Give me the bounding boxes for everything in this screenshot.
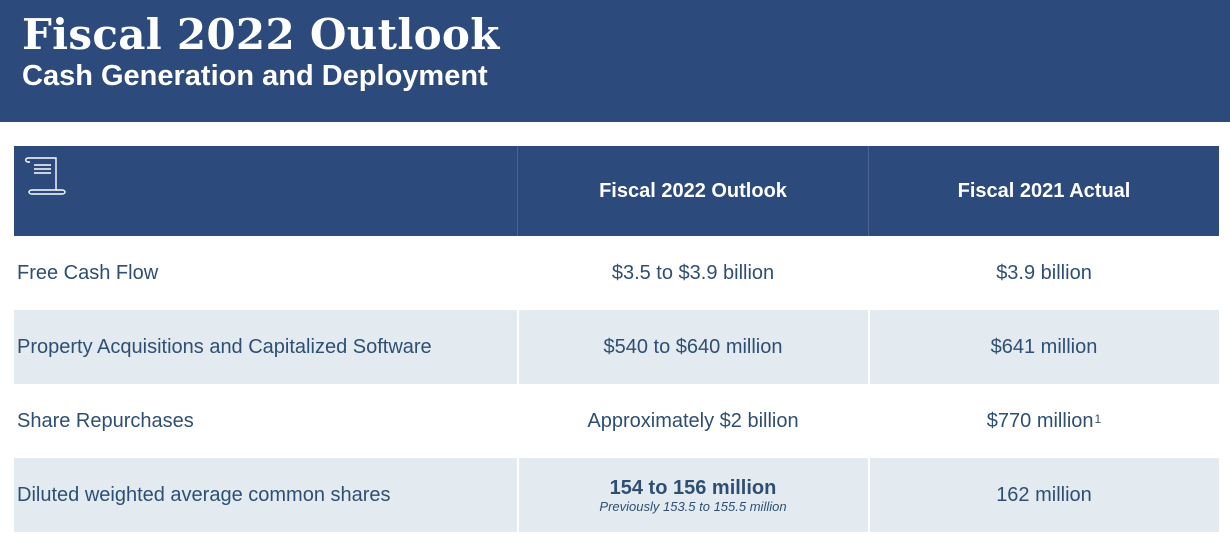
header-fiscal-2021: Fiscal 2021 Actual	[957, 179, 1131, 202]
header-fiscal-2022: Fiscal 2022 Outlook	[599, 179, 787, 202]
header-divider	[517, 146, 518, 236]
outlook-text: Approximately $2 billion	[587, 409, 799, 432]
outlook-note: Previously 153.5 to 155.5 million	[599, 498, 787, 514]
outlook-value: 154 to 156 million Previously 153.5 to 1…	[518, 458, 868, 532]
outlook-text: $540 to $640 million	[603, 335, 783, 358]
cell-divider	[868, 310, 870, 384]
cell-divider	[517, 310, 519, 384]
outlook-text: $3.5 to $3.9 billion	[611, 261, 775, 284]
outlook-text: 154 to 156 million	[609, 476, 777, 499]
footnote-marker: 1	[1094, 412, 1102, 426]
cell-divider	[868, 458, 870, 532]
outlook-table: Fiscal 2022 Outlook Fiscal 2021 Actual F…	[14, 146, 1219, 532]
row-label: Share Repurchases	[17, 409, 194, 432]
outlook-value: $540 to $640 million	[518, 310, 868, 384]
page-title: Fiscal 2022 Outlook	[22, 10, 500, 59]
table-row: Free Cash Flow $3.5 to $3.9 billion $3.9…	[14, 236, 1219, 310]
actual-value: $641 million	[990, 335, 1098, 358]
actual-value: 162 million	[996, 483, 1092, 506]
title-banner: Fiscal 2022 Outlook Cash Generation and …	[0, 0, 1230, 122]
table-row: Diluted weighted average common shares 1…	[14, 458, 1219, 532]
page-subtitle: Cash Generation and Deployment	[22, 60, 488, 92]
row-label: Free Cash Flow	[17, 261, 159, 284]
table-header-row: Fiscal 2022 Outlook Fiscal 2021 Actual	[14, 146, 1219, 236]
scroll-document-icon	[25, 157, 66, 195]
actual-text: $770 million	[986, 409, 1094, 432]
row-label: Diluted weighted average common shares	[17, 483, 391, 506]
actual-value: $3.9 billion	[996, 261, 1092, 284]
row-label: Property Acquisitions and Capitalized So…	[17, 335, 432, 358]
header-icon-cell	[14, 146, 517, 236]
table-row: Share Repurchases Approximately $2 billi…	[14, 384, 1219, 458]
outlook-value: Approximately $2 billion	[518, 384, 868, 458]
outlook-value: $3.5 to $3.9 billion	[518, 236, 868, 310]
actual-value: $770 million 1	[869, 384, 1219, 458]
cell-divider	[517, 458, 519, 532]
table-row: Property Acquisitions and Capitalized So…	[14, 310, 1219, 384]
header-divider	[868, 146, 869, 236]
